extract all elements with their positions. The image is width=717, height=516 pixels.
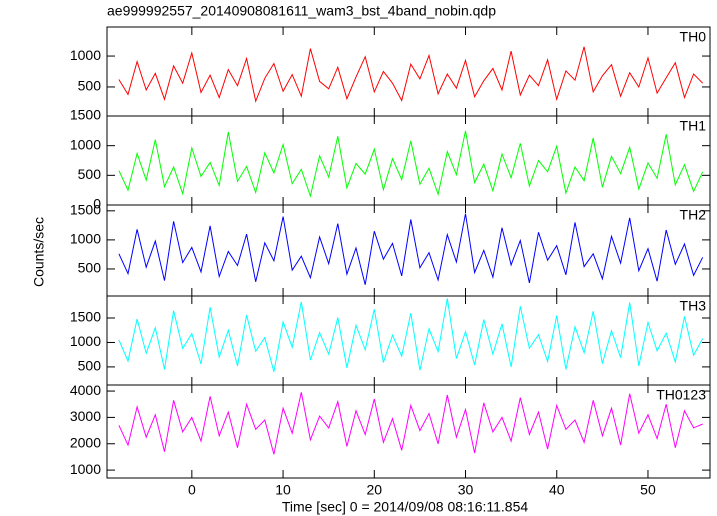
- y-tick-label: 1500: [70, 202, 101, 218]
- y-tick-label: 0: [93, 196, 101, 212]
- light-curve: [118, 392, 703, 455]
- x-tick-label: 50: [640, 482, 656, 498]
- y-tick-label: 1500: [70, 309, 101, 325]
- y-tick-label: 1000: [70, 47, 101, 63]
- panel-frame: [106, 384, 711, 479]
- y-tick-label: 1000: [70, 231, 101, 247]
- panel-frame: [106, 115, 711, 206]
- y-tick-label: 1000: [70, 461, 101, 477]
- y-tick-label: 3000: [70, 408, 101, 424]
- light-curve: [118, 130, 704, 198]
- light-curve: [118, 46, 704, 103]
- light-curve: [118, 213, 704, 285]
- chart-title: ae999992557_20140908081611_wam3_bst_4ban…: [107, 3, 496, 19]
- panel-label: TH2: [680, 207, 707, 223]
- y-tick-label: 500: [78, 358, 102, 374]
- x-axis-label: Time [sec] 0 = 2014/09/08 08:16:11.854: [282, 499, 529, 515]
- x-tick-label: 30: [458, 482, 474, 498]
- y-tick-label: 4000: [70, 382, 101, 398]
- y-axis-label: Counts/sec: [31, 217, 47, 287]
- light-curve: [118, 298, 704, 372]
- panel-label: TH3: [680, 298, 707, 314]
- y-tick-label: 500: [78, 260, 102, 276]
- x-tick-label: 40: [549, 482, 565, 498]
- x-tick-label: 20: [367, 482, 383, 498]
- y-tick-label: 500: [78, 78, 102, 94]
- panel-label: TH0: [680, 29, 707, 45]
- panel-frame: [106, 204, 711, 297]
- panel-frame: [106, 295, 711, 386]
- y-tick-label: 1500: [70, 107, 101, 123]
- panel-label: TH1: [680, 118, 707, 134]
- y-tick-label: 1000: [70, 136, 101, 152]
- x-tick-label: 10: [275, 482, 291, 498]
- y-tick-label: 500: [78, 166, 102, 182]
- x-tick-label: 0: [188, 482, 196, 498]
- panel-label: TH0123: [656, 387, 706, 403]
- y-tick-label: 2000: [70, 434, 101, 450]
- y-tick-label: 1000: [70, 333, 101, 349]
